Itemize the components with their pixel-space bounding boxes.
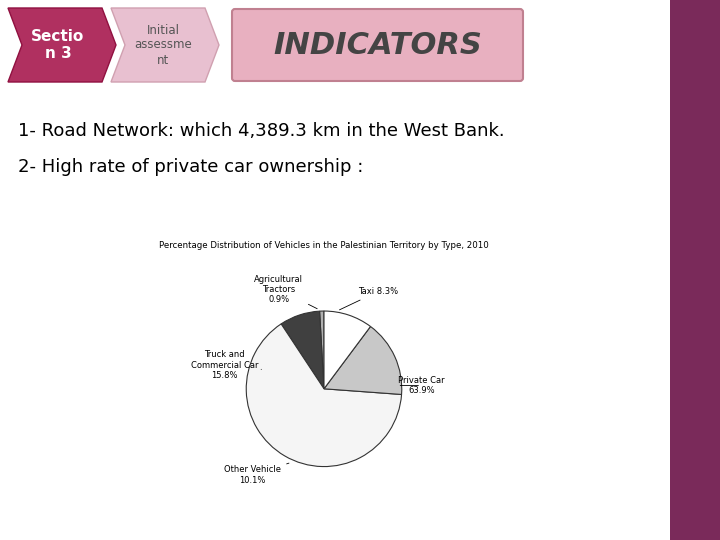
Text: Sectio
n 3: Sectio n 3 bbox=[32, 29, 85, 61]
Wedge shape bbox=[324, 327, 402, 395]
Text: Other Vehicle
10.1%: Other Vehicle 10.1% bbox=[224, 463, 289, 485]
Wedge shape bbox=[281, 311, 324, 389]
Polygon shape bbox=[8, 8, 116, 82]
Text: Private Car
63.9%: Private Car 63.9% bbox=[398, 376, 444, 395]
Polygon shape bbox=[111, 8, 219, 82]
Text: Truck and
Commercial Car
15.8%: Truck and Commercial Car 15.8% bbox=[191, 350, 261, 380]
Text: 2- High rate of private car ownership :: 2- High rate of private car ownership : bbox=[18, 158, 364, 176]
Wedge shape bbox=[324, 311, 371, 389]
Bar bbox=[670, 0, 720, 540]
Title: Percentage Distribution of Vehicles in the Palestinian Territory by Type, 2010: Percentage Distribution of Vehicles in t… bbox=[159, 241, 489, 250]
Text: Initial
assessme
nt: Initial assessme nt bbox=[134, 24, 192, 66]
Text: Taxi 8.3%: Taxi 8.3% bbox=[339, 287, 398, 310]
Text: INDICATORS: INDICATORS bbox=[274, 30, 482, 59]
Text: Agricultural
Tractors
0.9%: Agricultural Tractors 0.9% bbox=[254, 274, 318, 309]
Wedge shape bbox=[246, 324, 402, 467]
Wedge shape bbox=[320, 311, 324, 389]
FancyBboxPatch shape bbox=[232, 9, 523, 81]
Text: 1- Road Network: which 4,389.3 km in the West Bank.: 1- Road Network: which 4,389.3 km in the… bbox=[18, 122, 505, 140]
